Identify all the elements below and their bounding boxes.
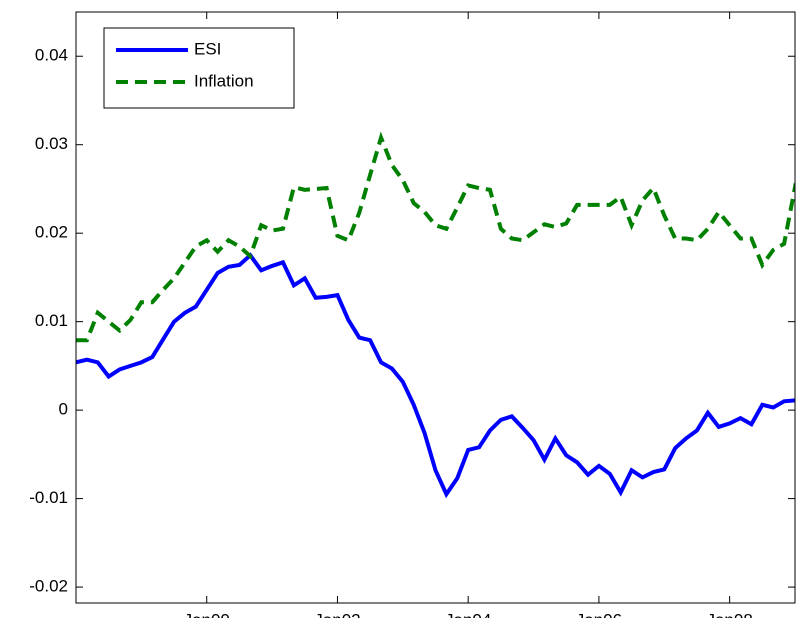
y-tick-label: -0.01 xyxy=(29,488,68,507)
y-tick-label: 0.03 xyxy=(35,134,68,153)
legend-box xyxy=(103,27,295,109)
x-tick-label: Jan02 xyxy=(314,610,360,618)
x-tick-label: Jan06 xyxy=(576,610,622,618)
y-tick-label: -0.02 xyxy=(29,577,68,596)
data-line xyxy=(76,252,795,499)
x-tick-label: Jan08 xyxy=(706,610,752,618)
data-line xyxy=(76,131,795,343)
y-tick-label: 0.04 xyxy=(35,46,68,65)
y-tick-label: 0.01 xyxy=(35,311,68,330)
y-tick-label: 0 xyxy=(59,400,68,419)
legend-label: Inflation xyxy=(194,71,254,90)
x-tick-label: Jan00 xyxy=(184,610,230,618)
legend: ESI Inflation xyxy=(103,27,295,109)
y-tick-label: 0.02 xyxy=(35,223,68,242)
legend-label: ESI xyxy=(194,39,221,58)
axes-box xyxy=(75,11,796,604)
x-tick-label: Jan04 xyxy=(445,610,491,618)
